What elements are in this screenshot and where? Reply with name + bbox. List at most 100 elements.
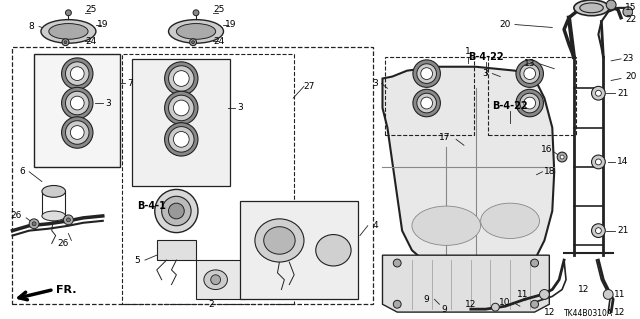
Text: B-4-22: B-4-22 xyxy=(468,52,503,62)
Text: 26: 26 xyxy=(58,239,69,248)
Circle shape xyxy=(70,96,84,110)
Circle shape xyxy=(164,62,198,95)
Text: 18: 18 xyxy=(543,167,555,176)
Text: 13: 13 xyxy=(524,59,536,68)
Text: 16: 16 xyxy=(541,145,552,154)
Text: FR.: FR. xyxy=(56,285,76,294)
Text: 26: 26 xyxy=(11,211,22,220)
Ellipse shape xyxy=(412,206,481,245)
Circle shape xyxy=(70,67,84,80)
Circle shape xyxy=(70,126,84,139)
Circle shape xyxy=(591,86,605,100)
Circle shape xyxy=(531,259,538,267)
Text: 20: 20 xyxy=(499,20,511,29)
Circle shape xyxy=(168,66,194,91)
Circle shape xyxy=(413,89,440,117)
Ellipse shape xyxy=(49,24,88,39)
Bar xyxy=(34,54,120,167)
Text: 6: 6 xyxy=(19,167,25,176)
Circle shape xyxy=(413,60,440,87)
Text: 7: 7 xyxy=(127,79,133,88)
Text: 25: 25 xyxy=(213,5,224,14)
Bar xyxy=(240,201,358,299)
Circle shape xyxy=(417,93,436,113)
Text: 3: 3 xyxy=(105,99,111,108)
Circle shape xyxy=(63,215,74,225)
Circle shape xyxy=(591,155,605,169)
Ellipse shape xyxy=(255,219,304,262)
Circle shape xyxy=(520,64,540,84)
Text: 23: 23 xyxy=(622,54,634,63)
Text: 12: 12 xyxy=(465,300,477,309)
Text: 11: 11 xyxy=(517,290,529,299)
Bar xyxy=(196,260,245,299)
Text: 24: 24 xyxy=(213,37,224,46)
Text: 3: 3 xyxy=(237,103,243,113)
Text: 15: 15 xyxy=(625,4,637,12)
Circle shape xyxy=(189,39,196,46)
Text: 3: 3 xyxy=(372,79,378,88)
Text: 10: 10 xyxy=(499,298,511,307)
Circle shape xyxy=(173,71,189,86)
Circle shape xyxy=(64,41,67,44)
Circle shape xyxy=(65,91,89,115)
Text: 27: 27 xyxy=(303,82,315,91)
Text: 24: 24 xyxy=(85,37,97,46)
Circle shape xyxy=(193,10,199,16)
Ellipse shape xyxy=(316,234,351,266)
Circle shape xyxy=(520,93,540,113)
Circle shape xyxy=(168,127,194,152)
Ellipse shape xyxy=(168,203,184,219)
Bar xyxy=(132,59,230,187)
Circle shape xyxy=(173,100,189,116)
Circle shape xyxy=(595,228,602,234)
Text: 9: 9 xyxy=(424,295,429,304)
Ellipse shape xyxy=(42,185,65,197)
Circle shape xyxy=(65,10,72,16)
Circle shape xyxy=(61,87,93,119)
Text: 20: 20 xyxy=(625,72,637,81)
Circle shape xyxy=(61,117,93,148)
Text: 3: 3 xyxy=(483,69,488,78)
Circle shape xyxy=(173,131,189,147)
Circle shape xyxy=(591,224,605,238)
Circle shape xyxy=(29,219,39,229)
Circle shape xyxy=(606,0,616,10)
Circle shape xyxy=(65,62,89,85)
Circle shape xyxy=(65,121,89,144)
Ellipse shape xyxy=(481,203,540,239)
Circle shape xyxy=(420,68,433,79)
Circle shape xyxy=(420,97,433,109)
Circle shape xyxy=(67,218,70,222)
Bar xyxy=(488,57,576,136)
Circle shape xyxy=(595,159,602,165)
Circle shape xyxy=(557,152,567,162)
Polygon shape xyxy=(383,255,549,312)
Text: 12: 12 xyxy=(578,285,589,294)
Circle shape xyxy=(211,275,221,285)
Ellipse shape xyxy=(204,270,227,290)
Ellipse shape xyxy=(264,227,295,254)
Text: 5: 5 xyxy=(134,256,140,264)
Ellipse shape xyxy=(162,196,191,226)
Circle shape xyxy=(604,290,613,299)
Text: B-4-22: B-4-22 xyxy=(492,101,528,111)
Circle shape xyxy=(516,89,543,117)
Circle shape xyxy=(168,95,194,121)
Bar xyxy=(157,241,196,260)
Ellipse shape xyxy=(574,0,609,16)
Ellipse shape xyxy=(580,3,604,13)
Text: 4: 4 xyxy=(373,221,378,230)
Bar xyxy=(385,57,474,136)
Text: 21: 21 xyxy=(617,226,628,235)
Circle shape xyxy=(191,41,195,44)
Text: B-4-1: B-4-1 xyxy=(138,201,166,211)
Text: 12: 12 xyxy=(543,308,555,316)
Circle shape xyxy=(560,155,564,159)
Circle shape xyxy=(492,303,499,311)
Text: 19: 19 xyxy=(97,20,109,29)
Text: 21: 21 xyxy=(617,89,628,98)
Bar xyxy=(13,47,372,304)
Text: 25: 25 xyxy=(85,5,97,14)
Text: 2: 2 xyxy=(208,300,214,309)
